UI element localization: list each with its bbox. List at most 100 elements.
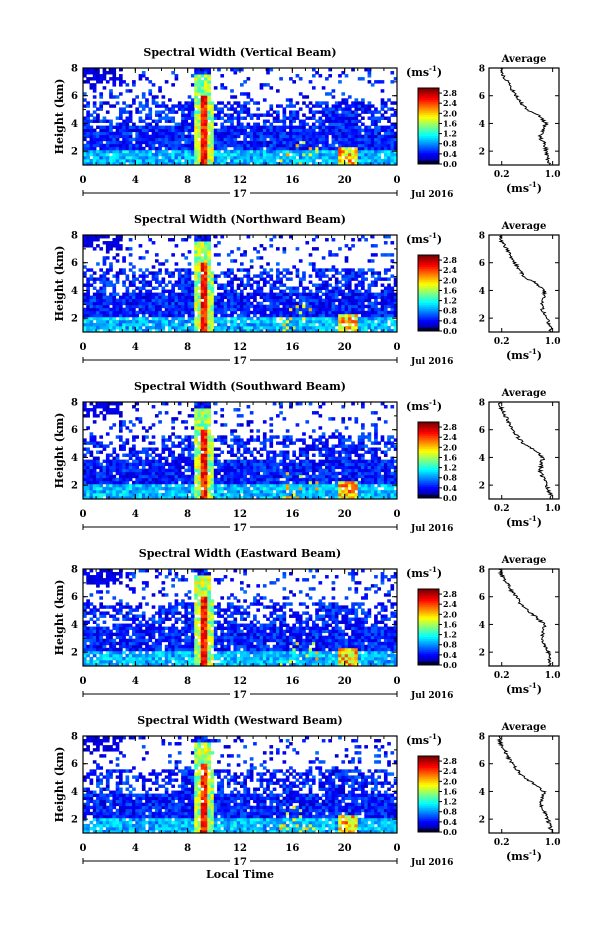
heatmap-cell: [295, 307, 300, 312]
heatmap-cell: [197, 107, 202, 111]
heatmap-cell: [194, 125, 198, 130]
heatmap-cell: [236, 322, 241, 327]
heatmap-cell: [187, 277, 192, 281]
heatmap-cell: [249, 310, 254, 315]
heatmap-cell: [148, 304, 153, 309]
heatmap-cell: [383, 268, 388, 272]
avg-y-tick-label: 6: [479, 259, 485, 269]
heatmap-cell: [351, 155, 355, 160]
heatmap-cell: [364, 107, 368, 111]
heatmap-cell: [200, 274, 205, 278]
heatmap-cell: [99, 146, 104, 151]
heatmap-cell: [393, 322, 398, 327]
heatmap-cell: [122, 468, 126, 473]
heatmap-cell: [377, 143, 382, 148]
heatmap-cell: [138, 307, 143, 312]
colorbar-tick-label: 1.6: [443, 118, 457, 128]
average-title: Average: [501, 54, 547, 65]
heatmap-cell: [190, 104, 195, 108]
heatmap-cell: [204, 292, 208, 297]
heatmap-cell: [187, 128, 192, 133]
heatmap-cell: [210, 274, 215, 278]
heatmap-cell: [89, 450, 94, 454]
heatmap-cell: [115, 152, 120, 157]
heatmap-cell: [328, 298, 332, 303]
heatmap-cell: [197, 140, 202, 145]
heatmap-cell: [194, 414, 198, 418]
heatmap-cell: [220, 140, 225, 145]
heatmap-cell: [393, 158, 398, 163]
heatmap-cell: [194, 286, 198, 290]
heatmap-cell: [148, 113, 153, 117]
colorbar-segment: [418, 256, 439, 260]
heatmap-cell: [96, 313, 100, 318]
heatmap-cell: [272, 283, 277, 287]
heatmap-cell: [223, 492, 228, 497]
heatmap-cell: [197, 489, 202, 494]
heatmap-cell: [311, 110, 316, 114]
heatmap-cell: [122, 453, 126, 457]
heatmap-cell: [240, 131, 244, 136]
heatmap-cell: [341, 289, 346, 293]
heatmap-cell: [364, 143, 368, 148]
heatmap-cell: [141, 426, 146, 430]
heatmap-cell: [204, 283, 208, 287]
heatmap-cell: [187, 113, 192, 117]
heatmap-cell: [331, 152, 336, 157]
heatmap-cell: [351, 313, 355, 318]
heatmap-cell: [145, 98, 149, 102]
heatmap-cell: [246, 325, 251, 330]
x-tick-label: 12: [233, 175, 247, 186]
heatmap-cell: [158, 131, 162, 136]
heatmap-cell: [341, 113, 346, 117]
heatmap-cell: [92, 438, 97, 442]
heatmap-cell: [181, 310, 185, 315]
heatmap-cell: [282, 113, 287, 117]
heatmap-cell: [86, 280, 90, 284]
heatmap-cell: [154, 468, 159, 473]
heatmap-cell: [109, 408, 113, 412]
heatmap-cell: [86, 307, 90, 312]
heatmap-cell: [354, 301, 359, 306]
heatmap-cell: [351, 137, 355, 142]
heatmap-cell: [174, 122, 179, 126]
heatmap-cell: [112, 322, 117, 327]
heatmap-cell: [122, 143, 126, 148]
heatmap-cell: [230, 161, 234, 166]
heatmap-cell: [233, 301, 238, 306]
heatmap-cell: [96, 77, 100, 81]
heatmap-cell: [181, 298, 185, 303]
heatmap-cell: [164, 140, 169, 145]
heatmap-cell: [115, 241, 120, 245]
heatmap-cell: [233, 259, 238, 263]
heatmap-cell: [344, 328, 349, 333]
heatmap-cell: [220, 86, 225, 90]
heatmap-cell: [190, 456, 195, 460]
heatmap-cell: [105, 471, 110, 476]
heatmap-cell: [204, 125, 208, 130]
heatmap-cell: [204, 241, 208, 245]
heatmap-cell: [197, 92, 202, 96]
heatmap-cell: [210, 289, 215, 293]
heatmap-cell: [89, 113, 94, 117]
heatmap-cell: [184, 289, 189, 293]
heatmap-cell: [256, 283, 261, 287]
heatmap-cell: [380, 289, 385, 293]
heatmap-cell: [145, 316, 149, 321]
heatmap-cell: [200, 92, 205, 96]
heatmap-cell: [331, 310, 336, 315]
heatmap-cell: [194, 298, 198, 303]
heatmap-cell: [109, 292, 113, 297]
heatmap-cell: [347, 316, 352, 321]
heatmap-cell: [171, 462, 175, 467]
heatmap-cell: [210, 438, 215, 442]
heatmap-cell: [138, 456, 143, 460]
heatmap-cell: [194, 89, 198, 93]
heatmap-cell: [207, 325, 211, 330]
heatmap-cell: [187, 477, 192, 482]
heatmap-cell: [138, 420, 143, 424]
heatmap-cell: [374, 140, 378, 145]
heatmap-cell: [236, 316, 241, 321]
heatmap-cell: [168, 322, 172, 327]
heatmap-cell: [351, 292, 355, 297]
